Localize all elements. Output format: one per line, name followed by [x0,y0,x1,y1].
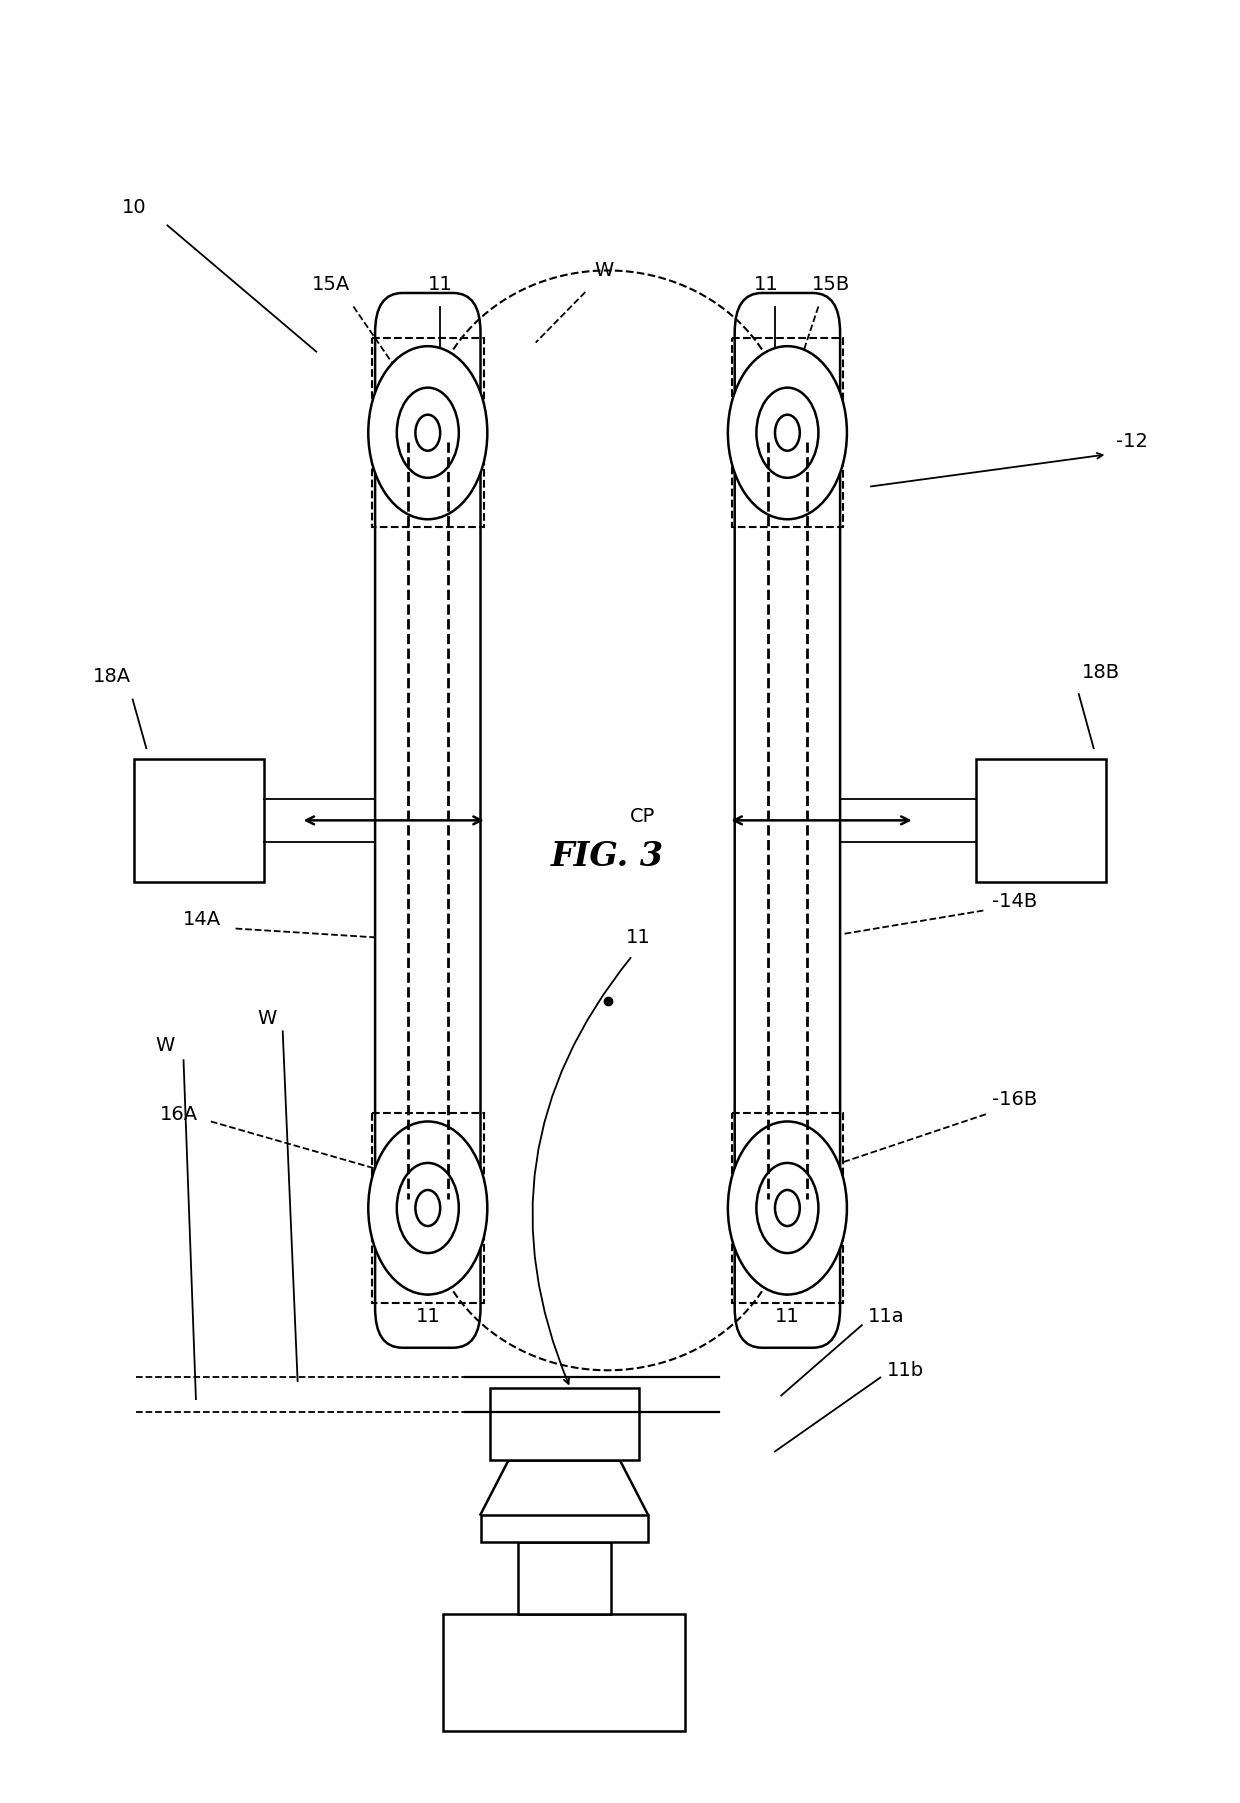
Bar [134,759,264,882]
Text: 18A: 18A [93,667,130,685]
Circle shape [397,388,459,478]
Circle shape [415,415,440,451]
Bar [490,1388,639,1460]
Circle shape [368,1121,487,1295]
Text: 16A: 16A [160,1105,198,1123]
FancyBboxPatch shape [734,292,841,1349]
Text: 15A: 15A [312,276,350,294]
Text: 11: 11 [428,276,453,294]
Bar [444,1614,684,1731]
Text: 14A: 14A [184,911,221,929]
Circle shape [775,415,800,451]
Text: 10: 10 [122,198,146,216]
Bar [372,339,484,526]
Bar [732,1114,843,1302]
Text: 11: 11 [415,1307,440,1325]
Text: FIG. 3: FIG. 3 [551,840,665,873]
Bar [976,759,1106,882]
Circle shape [728,1121,847,1295]
Bar [732,339,843,526]
Circle shape [756,1163,818,1253]
Text: 11a: 11a [868,1307,905,1325]
Text: 11: 11 [775,1307,800,1325]
Circle shape [775,1190,800,1226]
Text: W: W [155,1037,175,1055]
Circle shape [368,346,487,519]
Text: W: W [594,261,614,279]
Circle shape [756,388,818,478]
Text: -16B: -16B [992,1091,1037,1109]
Text: 18B: 18B [1083,664,1120,682]
Text: W: W [257,1010,277,1028]
Bar [481,1515,647,1542]
Circle shape [415,1190,440,1226]
Bar [372,1114,484,1302]
Text: 11: 11 [754,276,779,294]
Text: FIG. 2: FIG. 2 [551,1706,665,1738]
Text: 11b: 11b [887,1361,924,1379]
Bar [518,1542,611,1614]
Text: 15B: 15B [812,276,849,294]
Text: -12: -12 [1116,433,1148,451]
Text: 11: 11 [626,929,651,947]
Circle shape [728,346,847,519]
Circle shape [397,1163,459,1253]
Text: -14B: -14B [992,892,1037,911]
FancyBboxPatch shape [374,292,481,1349]
Text: CP: CP [630,808,655,826]
